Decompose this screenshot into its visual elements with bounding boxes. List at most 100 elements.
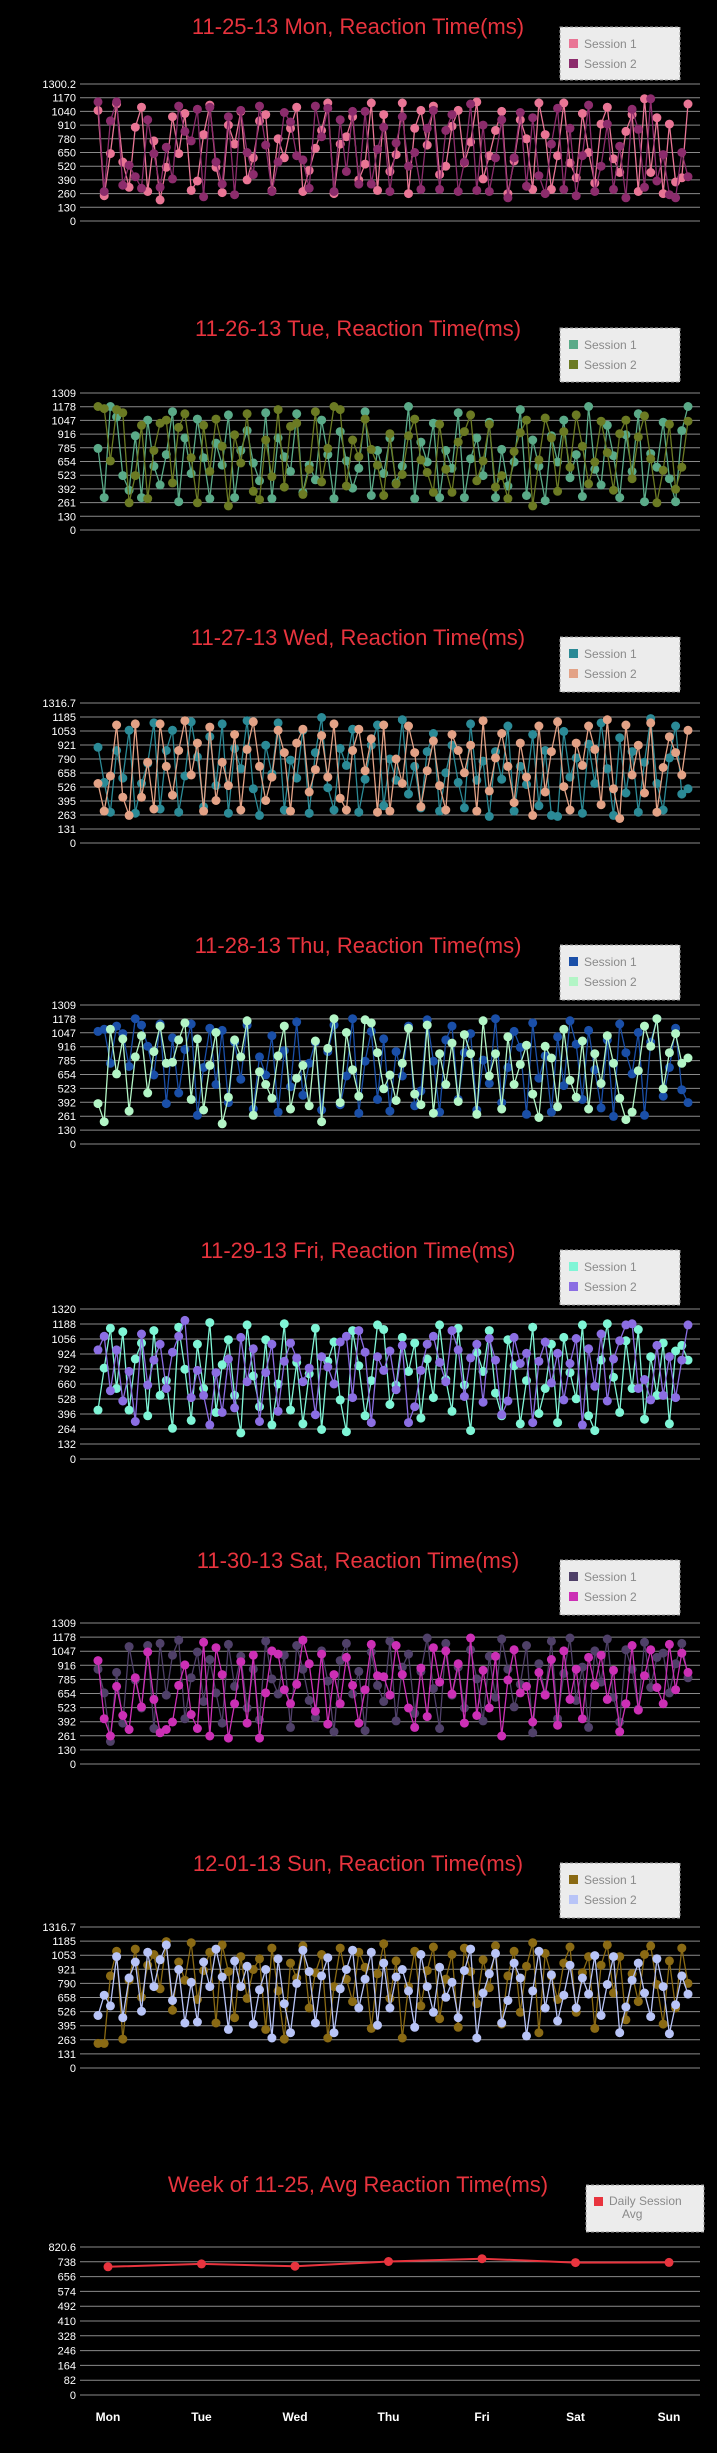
data-point (491, 1652, 500, 1661)
y-tick-label: 785 (58, 443, 76, 455)
data-point (149, 805, 158, 814)
data-point (448, 1978, 457, 1987)
data-point (466, 1634, 475, 1643)
data-point (677, 463, 686, 472)
chart-title: 11-28-13 Thu, Reaction Time(ms) (195, 933, 522, 958)
legend: Session 1Session 2 (560, 1250, 680, 1305)
data-point (497, 1410, 506, 1419)
data-point (137, 793, 146, 802)
data-point (584, 722, 593, 731)
data-point (497, 445, 506, 454)
data-point (621, 193, 630, 202)
data-point (230, 430, 239, 439)
data-point (584, 479, 593, 488)
data-point (298, 1636, 307, 1645)
data-point (168, 407, 177, 416)
data-point (553, 1349, 562, 1358)
data-point (323, 783, 332, 792)
data-point (404, 1024, 413, 1033)
data-point (684, 1668, 693, 1677)
data-point (118, 408, 127, 417)
data-point (572, 191, 581, 200)
data-point (367, 1640, 376, 1649)
data-point (547, 433, 556, 442)
data-point (230, 744, 239, 753)
data-point (559, 727, 568, 736)
data-point (416, 1950, 425, 1959)
data-point (603, 1397, 612, 1406)
data-point (174, 497, 183, 506)
data-point (416, 185, 425, 194)
data-point (174, 1035, 183, 1044)
data-point (528, 436, 537, 445)
data-point (491, 493, 500, 502)
data-point (292, 1680, 301, 1689)
data-point (416, 1664, 425, 1673)
data-point (323, 1363, 332, 1372)
data-point (466, 741, 475, 750)
data-point (317, 132, 326, 141)
data-point (342, 761, 351, 770)
legend-swatch (569, 1895, 578, 1904)
data-point (197, 2259, 206, 2268)
data-point (162, 143, 171, 152)
data-point (572, 2004, 581, 2013)
data-point (646, 168, 655, 177)
data-point (224, 501, 233, 510)
data-point (634, 432, 643, 441)
data-point (590, 1426, 599, 1435)
data-point (168, 1348, 177, 1357)
data-point (218, 1119, 227, 1128)
data-point (659, 466, 668, 475)
data-point (305, 2004, 314, 2013)
data-point (454, 1345, 463, 1354)
data-point (485, 1704, 494, 1713)
data-point (156, 1391, 165, 1400)
data-point (590, 458, 599, 467)
data-point (230, 1391, 239, 1400)
data-point (510, 1702, 519, 1711)
data-point (361, 1975, 370, 1984)
data-point (230, 493, 239, 502)
data-point (534, 1947, 543, 1956)
data-point (559, 1646, 568, 1655)
data-point (174, 1681, 183, 1690)
y-tick-label: 1047 (52, 1646, 76, 1658)
data-point (603, 1319, 612, 1328)
data-point (174, 1332, 183, 1341)
data-point (503, 1032, 512, 1041)
data-point (261, 741, 270, 750)
data-point (205, 1982, 214, 1991)
data-point (330, 187, 339, 196)
y-tick-label: 792 (58, 1364, 76, 1376)
y-tick-label: 1056 (52, 1334, 76, 1346)
data-point (193, 739, 202, 748)
data-point (311, 1707, 320, 1716)
data-point (479, 716, 488, 725)
data-point (423, 1021, 432, 1030)
data-point (597, 2011, 606, 2020)
legend: Session 1Session 2 (560, 637, 680, 692)
legend-swatch (569, 977, 578, 986)
legend-box (560, 328, 680, 382)
y-tick-label: 1178 (52, 1014, 76, 1026)
data-point (100, 1117, 109, 1126)
data-point (125, 1406, 134, 1415)
data-point (559, 1333, 568, 1342)
data-point (485, 1334, 494, 1343)
data-point (603, 1031, 612, 1040)
legend-box (560, 945, 680, 1000)
data-point (336, 1984, 345, 1993)
data-point (193, 1340, 202, 1349)
data-point (534, 455, 543, 464)
data-point (503, 1996, 512, 2005)
data-point (528, 1090, 537, 1099)
data-point (677, 148, 686, 157)
data-point (218, 1408, 227, 1417)
data-point (286, 1699, 295, 1708)
data-point (441, 1377, 450, 1386)
data-point (553, 2016, 562, 2025)
data-point (255, 1954, 264, 1963)
data-point (149, 149, 158, 158)
data-point (398, 1965, 407, 1974)
